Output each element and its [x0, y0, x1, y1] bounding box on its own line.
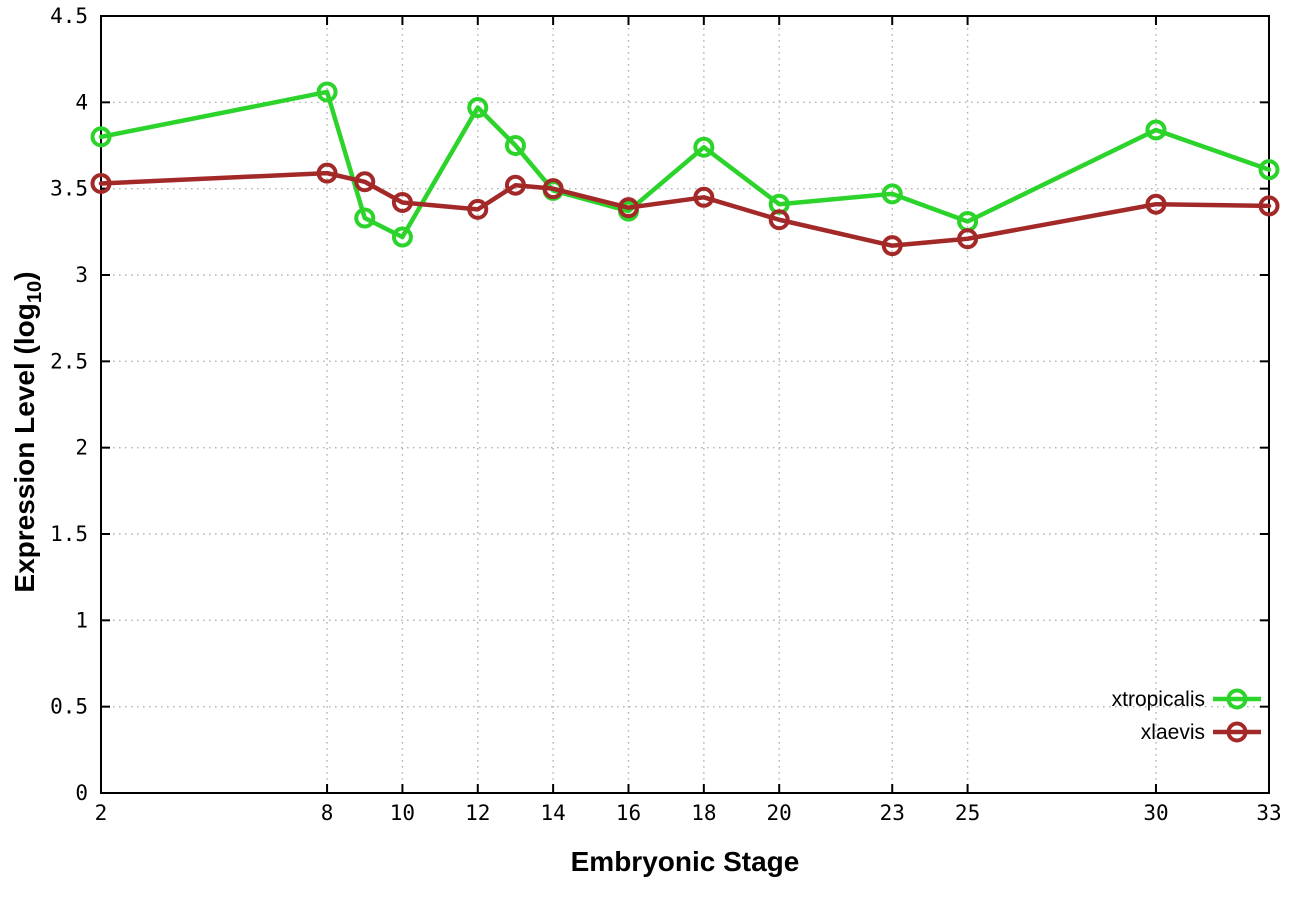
- data-point-xlaevis: [391, 191, 413, 213]
- y-axis-title-subscript: 10: [23, 280, 46, 304]
- y-axis-title-text: Expression Level (log: [9, 303, 41, 593]
- data-point-xlaevis: [316, 162, 338, 184]
- x-tick-label: 8: [321, 801, 334, 825]
- legend-marker-xlaevis: [1226, 721, 1248, 743]
- x-tick-label: 30: [1143, 801, 1168, 825]
- data-point-xtropicalis: [1258, 159, 1280, 181]
- x-tick-label: 16: [616, 801, 641, 825]
- data-point-xlaevis: [881, 235, 903, 257]
- x-tick-label: 2: [95, 801, 108, 825]
- y-tick-label: 2: [75, 436, 88, 460]
- x-tick-label: 25: [955, 801, 980, 825]
- data-point-xlaevis: [1258, 195, 1280, 217]
- data-point-xtropicalis: [1145, 119, 1167, 141]
- data-point-xlaevis: [768, 209, 790, 231]
- legend-label-xlaevis: xlaevis: [1141, 721, 1205, 744]
- y-tick-label: 4.5: [50, 4, 88, 28]
- data-point-xlaevis: [354, 171, 376, 193]
- y-tick-label: 3: [75, 263, 88, 287]
- data-point-xlaevis: [617, 197, 639, 219]
- x-axis-title: Embryonic Stage: [570, 846, 800, 877]
- data-point-xtropicalis: [354, 207, 376, 229]
- data-point-xlaevis: [542, 178, 564, 200]
- data-point-xlaevis: [90, 172, 112, 194]
- data-point-xlaevis: [693, 186, 715, 208]
- data-point-xtropicalis: [316, 81, 338, 103]
- x-tick-label: 23: [880, 801, 905, 825]
- x-tick-label: 18: [691, 801, 716, 825]
- data-point-xtropicalis: [467, 97, 489, 119]
- data-point-xtropicalis: [693, 136, 715, 158]
- data-point-xlaevis: [1145, 193, 1167, 215]
- data-point-xlaevis: [504, 174, 526, 196]
- y-tick-label: 3.5: [50, 177, 88, 201]
- data-point-xtropicalis: [391, 226, 413, 248]
- x-tick-label: 10: [390, 801, 415, 825]
- y-tick-label: 0.5: [50, 695, 88, 719]
- y-tick-label: 0: [75, 781, 88, 805]
- plot-border: [100, 15, 1270, 794]
- y-axis-title: Expression Level (log10): [9, 271, 47, 592]
- y-axis-title-close: ): [9, 271, 41, 281]
- y-tick-label: 4: [75, 90, 88, 114]
- x-tick-label: 33: [1256, 801, 1281, 825]
- x-tick-label: 20: [767, 801, 792, 825]
- y-tick-label: 1: [75, 608, 88, 632]
- data-point-xlaevis: [467, 198, 489, 220]
- data-point-xtropicalis: [504, 135, 526, 156]
- legend-marker-xtropicalis: [1226, 688, 1248, 710]
- data-point-xtropicalis: [90, 126, 112, 148]
- y-tick-label: 2.5: [50, 349, 88, 373]
- legend-label-xtropicalis: xtropicalis: [1112, 688, 1205, 711]
- x-tick-label: 14: [540, 801, 565, 825]
- x-tick-label: 12: [465, 801, 490, 825]
- data-point-xlaevis: [957, 228, 979, 250]
- data-point-xtropicalis: [881, 183, 903, 205]
- y-tick-label: 1.5: [50, 522, 88, 546]
